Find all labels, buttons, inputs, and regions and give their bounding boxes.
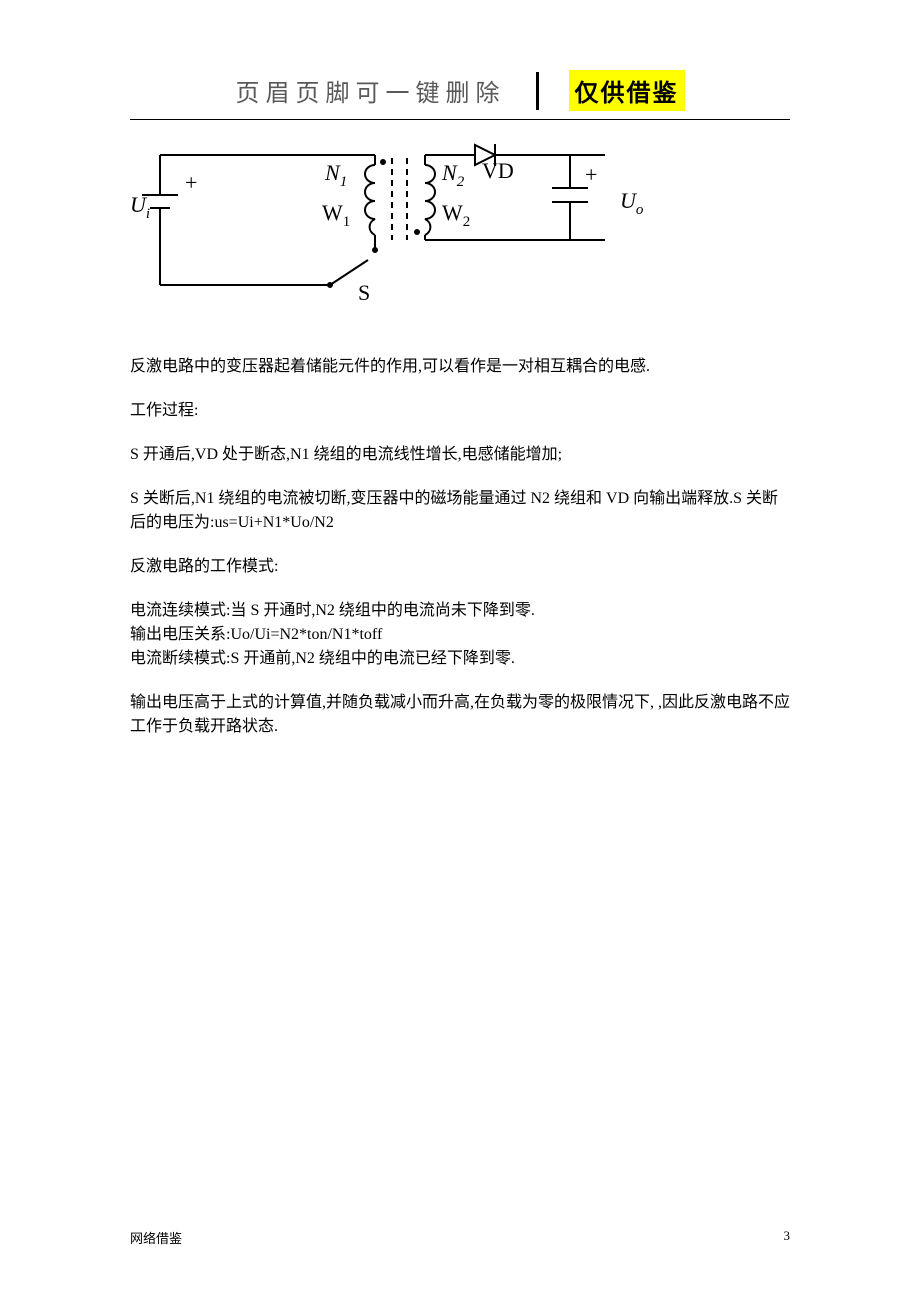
paragraph-6a: 电流连续模式:当 S 开通时,N2 绕组中的电流尚未下降到零. (130, 599, 790, 623)
label-s: S (358, 280, 370, 305)
footer-page-number: 3 (784, 1228, 791, 1247)
dot-secondary (414, 229, 420, 235)
label-w1: W1 (322, 200, 350, 230)
page-header: 页眉页脚可一键删除 仅供借鉴 (130, 70, 790, 111)
paragraph-6b: 输出电压关系:Uo/Ui=N2*ton/N1*toff (130, 623, 790, 647)
header-divider (536, 72, 539, 110)
paragraph-2: 工作过程: (130, 399, 790, 423)
paragraph-3: S 开通后,VD 处于断态,N1 绕组的电流线性增长,电感储能增加; (130, 443, 790, 467)
label-uo: Uo (620, 188, 644, 218)
paragraph-7: 输出电压高于上式的计算值,并随负载减小而升高,在负载为零的极限情况下, ,因此反… (130, 691, 790, 739)
paragraph-1: 反激电路中的变压器起着储能元件的作用,可以看作是一对相互耦合的电感. (130, 355, 790, 379)
paragraph-6c: 电流断续模式:S 开通前,N2 绕组中的电流已经下降到零. (130, 647, 790, 671)
label-plus-right: + (585, 162, 597, 187)
paragraph-5: 反激电路的工作模式: (130, 555, 790, 579)
header-right-badge: 仅供借鉴 (569, 70, 685, 111)
label-plus-left: + (185, 170, 197, 195)
label-n1: N1 (324, 160, 347, 190)
footer-left: 网络借鉴 (130, 1228, 182, 1247)
page-footer: 网络借鉴 3 (130, 1228, 790, 1247)
header-rule (130, 119, 790, 120)
paragraph-4: S 关断后,N1 绕组的电流被切断,变压器中的磁场能量通过 N2 绕组和 VD … (130, 487, 790, 535)
label-w2: W2 (442, 200, 470, 230)
label-ui: Ui (130, 192, 150, 222)
body-text: 反激电路中的变压器起着储能元件的作用,可以看作是一对相互耦合的电感. 工作过程:… (130, 355, 790, 739)
label-n2: N2 (441, 160, 465, 190)
dot-primary (380, 159, 386, 165)
circuit-diagram: Ui + N1 W1 N2 W2 VD + Uo S (130, 140, 690, 330)
header-left-text: 页眉页脚可一键删除 (236, 73, 506, 108)
label-vd: VD (482, 158, 514, 183)
page-container: 页眉页脚可一键删除 仅供借鉴 (0, 0, 920, 1302)
